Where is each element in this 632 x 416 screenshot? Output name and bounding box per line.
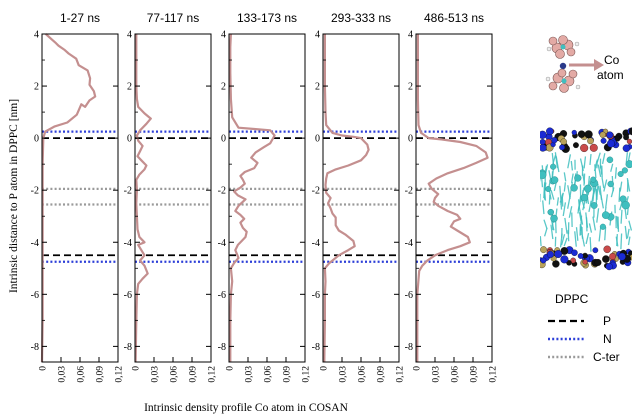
- x-tick-label: 0,12: [208, 366, 218, 383]
- y-tick-label: 4: [127, 30, 132, 41]
- y-tick-label: 2: [127, 82, 132, 93]
- membrane-snapshot: [540, 127, 632, 274]
- x-tick-label: 0: [320, 366, 330, 371]
- x-tick-label: 0,03: [151, 366, 161, 383]
- legend-label-p: P: [603, 314, 611, 328]
- density-profile-line: [134, 34, 152, 363]
- panel-frame: [134, 33, 212, 363]
- panel-3: 4 2 0 -2 -4 -6 -8 0 0,03 0,06 0,09 0,12 133-173 ns: [218, 11, 312, 383]
- legend-title: DPPC: [555, 292, 589, 306]
- y-tick-label: -2: [218, 186, 226, 197]
- panel-2: 4 2 0 -2 -4 -6 -8 0 0,03 0,06 0,09 0,12 77-117 ns: [124, 11, 218, 383]
- y-tick-label: -6: [31, 290, 39, 301]
- molecule-label-line1: Co: [604, 53, 620, 67]
- cosan-molecule-icon: [545, 35, 581, 93]
- x-tick-label: 0,03: [339, 366, 349, 383]
- y-tick-label: -2: [312, 186, 320, 197]
- panel-title: 133-173 ns: [237, 11, 297, 25]
- y-tick-label: 2: [315, 82, 320, 93]
- y-tick-label: 2: [408, 82, 413, 93]
- y-tick-label: 4: [408, 30, 413, 41]
- x-tick-label: 0,12: [396, 366, 406, 383]
- x-tick-label: 0,09: [189, 366, 199, 383]
- density-profile-line: [416, 34, 489, 362]
- panel-1: 4 2 0 -2 -4 -6 -8 0 0,03 0,06 0,09 0,12 1-27 ns: [31, 11, 125, 383]
- y-tick-label: -6: [312, 290, 320, 301]
- x-tick-label: 0: [226, 366, 236, 371]
- legend-label-n: N: [603, 332, 612, 346]
- y-tick-label: 0: [127, 134, 132, 145]
- y-tick-label: 0: [408, 134, 413, 145]
- molecule-inset: Co atom: [545, 35, 624, 93]
- chart-panels: 4 2 0 -2 -4 -6 -8 0 0,03 0,06 0,09 0,12 1-27 ns 4 2 0 -2…: [31, 11, 499, 383]
- y-tick-label: 0: [315, 134, 320, 145]
- density-profile-line: [323, 34, 370, 363]
- x-tick-label: 0,12: [489, 366, 499, 383]
- x-tick-label: 0,09: [96, 366, 106, 383]
- x-tick-label: 0,12: [302, 366, 312, 383]
- panel-frame: [228, 33, 306, 363]
- x-tick-label: 0,09: [377, 366, 387, 383]
- density-profile-line: [40, 33, 97, 363]
- y-axis-label: Intrinsic distance to P atom in DPPC [nm…: [8, 99, 20, 293]
- y-tick-label: 2: [221, 82, 226, 93]
- y-tick-label: -4: [31, 238, 39, 249]
- x-tick-label: 0,12: [115, 366, 125, 383]
- panel-4: 4 2 0 -2 -4 -6 -8 0 0,03 0,06 0,09 0,12 293-333 ns: [312, 11, 406, 383]
- density-profile-line: [229, 33, 276, 362]
- y-tick-label: 4: [221, 30, 226, 41]
- y-tick-label: -2: [124, 186, 132, 197]
- y-tick-label: -8: [312, 342, 320, 353]
- x-tick-label: 0,09: [283, 366, 293, 383]
- y-tick-label: -8: [218, 342, 226, 353]
- x-tick-label: 0,03: [245, 366, 255, 383]
- x-tick-label: 0,06: [358, 366, 368, 383]
- x-tick-label: 0: [413, 366, 423, 371]
- arrow-head-icon: [594, 59, 604, 71]
- y-tick-label: -6: [405, 290, 413, 301]
- y-tick-label: 2: [34, 82, 39, 93]
- x-tick-label: 0,06: [264, 366, 274, 383]
- y-tick-label: -8: [405, 342, 413, 353]
- legend: DPPC PN C-ter: [548, 292, 620, 364]
- y-tick-label: 0: [34, 134, 39, 145]
- panel-frame: [415, 33, 493, 363]
- y-tick-label: -6: [218, 290, 226, 301]
- y-tick-label: -4: [312, 238, 320, 249]
- legend-label-c-ter: C-ter: [593, 350, 620, 364]
- x-tick-label: 0,09: [470, 366, 480, 383]
- y-tick-label: 4: [315, 30, 320, 41]
- x-tick-label: 0,06: [170, 366, 180, 383]
- x-tick-label: 0: [132, 366, 142, 371]
- x-tick-label: 0,03: [58, 366, 68, 383]
- y-tick-label: -6: [124, 290, 132, 301]
- panel-frame: [322, 33, 400, 363]
- x-tick-label: 0: [39, 366, 49, 371]
- y-tick-label: -4: [405, 238, 413, 249]
- panel-5: 4 2 0 -2 -4 -6 -8 0 0,03 0,06 0,09 0,12 486-513 ns: [405, 11, 499, 383]
- panel-frame: [41, 33, 119, 363]
- x-tick-label: 0,06: [451, 366, 461, 383]
- x-tick-label: 0,03: [432, 366, 442, 383]
- panel-title: 1-27 ns: [60, 11, 100, 25]
- y-tick-label: 4: [34, 30, 39, 41]
- y-tick-label: -2: [405, 186, 413, 197]
- x-axis-label: Intrinsic density profile Co atom in COS…: [144, 402, 348, 414]
- y-tick-label: 0: [221, 134, 226, 145]
- y-tick-label: -2: [31, 186, 39, 197]
- x-tick-label: 0,06: [77, 366, 87, 383]
- panel-title: 293-333 ns: [331, 11, 391, 25]
- panel-title: 77-117 ns: [147, 11, 199, 25]
- panel-title: 486-513 ns: [424, 11, 484, 25]
- y-tick-label: -8: [31, 342, 39, 353]
- y-tick-label: -8: [124, 342, 132, 353]
- y-tick-label: -4: [218, 238, 226, 249]
- molecule-label-line2: atom: [597, 68, 624, 82]
- y-tick-label: -4: [124, 238, 132, 249]
